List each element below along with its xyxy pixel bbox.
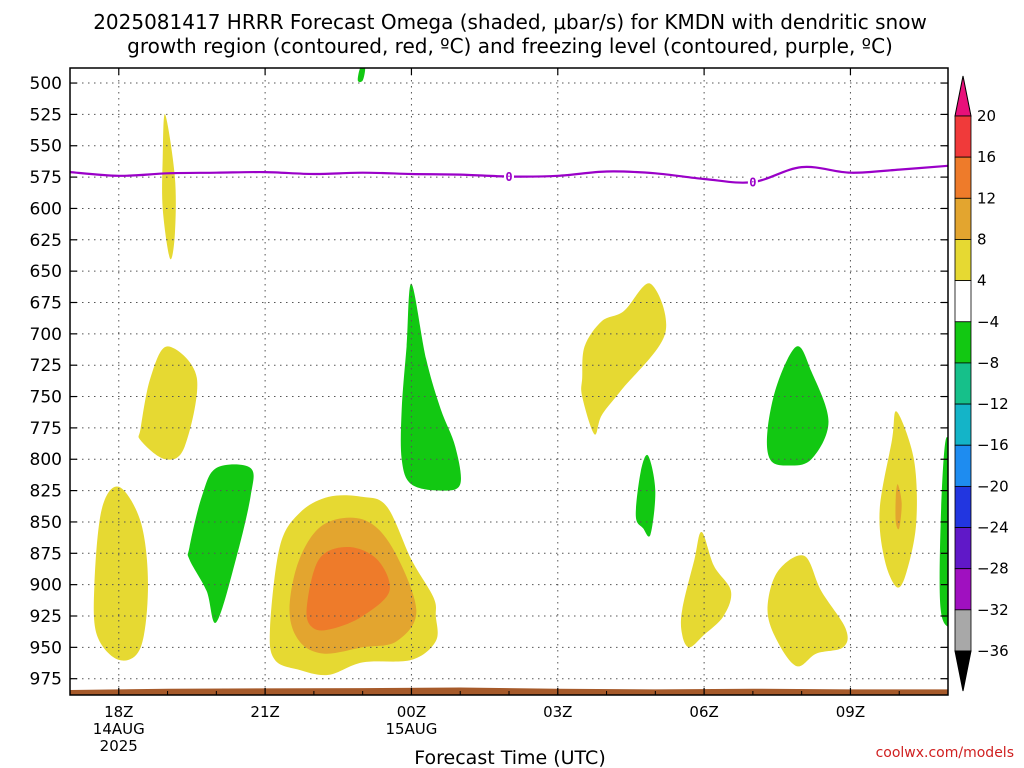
colorbar-over-arrow (954, 75, 972, 117)
colorbar-segment-6 (954, 362, 972, 405)
omega-region-10 (635, 454, 656, 537)
y-tick-label-875: 875 (30, 544, 62, 564)
y-tick-label-750: 750 (30, 388, 62, 408)
colorbar-segment-2 (954, 197, 972, 240)
omega-region-15 (895, 484, 902, 530)
colorbar-label-4: 4 (977, 272, 987, 290)
colorbar-label-7: −12 (977, 395, 1009, 413)
colorbar: 20 16 12 8 4 −4 −8 −12 −16 −20 −24 −28 −32 −36 (954, 75, 1009, 692)
x-tick-label-6-0: 00Z (397, 703, 426, 721)
chart-title-line2: growth region (contoured, red, ºC) and f… (127, 34, 893, 58)
colorbar-label-3: 8 (977, 230, 987, 248)
y-tick-label-850: 850 (30, 513, 62, 533)
y-tick-label-700: 700 (30, 325, 62, 345)
omega-region-12 (766, 346, 829, 466)
x-tick-label-12-0: 06Z (689, 703, 718, 721)
freezing-label-bg-1 (747, 175, 758, 190)
x-axis-label: Forecast Time (UTC) (414, 747, 605, 768)
colorbar-segment-3 (954, 239, 972, 282)
y-tick-label-775: 775 (30, 419, 62, 439)
omega-region-2 (138, 346, 198, 460)
y-tick-label-650: 650 (30, 262, 62, 282)
y-tick-label-825: 825 (30, 482, 62, 502)
y-tick-label-550: 550 (30, 137, 62, 157)
y-tick-label-500: 500 (30, 74, 62, 94)
x-tick-label-0-1: 14AUG (93, 720, 145, 738)
colorbar-label-13: −36 (977, 642, 1009, 660)
colorbar-segment-7 (954, 403, 972, 446)
colorbar-label-8: −16 (977, 436, 1009, 454)
colorbar-segment-12 (954, 609, 972, 652)
colorbar-segment-1 (954, 156, 972, 199)
y-tick-label-675: 675 (30, 293, 62, 313)
chart-title-line1: 2025081417 HRRR Forecast Omega (shaded, … (93, 10, 927, 34)
colorbar-segment-5 (954, 321, 972, 364)
omega-region-1 (357, 68, 366, 83)
y-tick-label-575: 575 (30, 168, 62, 188)
y-tick-label-625: 625 (30, 231, 62, 251)
credit-text: coolwx.com/models (876, 745, 1014, 761)
colorbar-label-2: 12 (977, 189, 996, 207)
omega-region-8 (400, 283, 461, 491)
y-tick-label-600: 600 (30, 199, 62, 219)
omega-region-4 (187, 464, 254, 623)
freezing-label-bg-0 (504, 169, 514, 184)
colorbar-segment-11 (954, 568, 972, 611)
x-tick-label-0-0: 18Z (104, 703, 133, 721)
colorbar-label-1: 16 (977, 148, 996, 166)
y-tick-label-800: 800 (30, 450, 62, 470)
colorbar-label-0: 20 (977, 107, 996, 125)
omega-region-7 (306, 547, 390, 631)
colorbar-label-9: −20 (977, 477, 1009, 495)
colorbar-segment-8 (954, 444, 972, 487)
colorbar-label-10: −24 (977, 519, 1009, 537)
colorbar-under-arrow (954, 650, 972, 692)
y-tick-label-725: 725 (30, 356, 62, 376)
omega-shading (93, 68, 948, 676)
freezing-level-label-1: 0 (749, 176, 756, 190)
colorbar-label-11: −28 (977, 560, 1009, 578)
omega-region-11 (680, 531, 732, 648)
colorbar-segment-9 (954, 485, 972, 528)
y-axis-ticks: 500 525 550 575 600 625 650 675 700 725 750 775 800 8… (30, 74, 948, 690)
x-tick-label-9-0: 03Z (543, 703, 572, 721)
y-tick-label-925: 925 (30, 607, 62, 627)
y-tick-label-950: 950 (30, 638, 62, 658)
colorbar-label-12: −32 (977, 601, 1009, 619)
freezing-level-label-0: 0 (505, 170, 512, 184)
x-tick-label-0-2: 2025 (100, 737, 138, 755)
omega-region-0 (162, 114, 176, 260)
colorbar-label-5: −4 (977, 313, 999, 331)
y-tick-label-900: 900 (30, 576, 62, 596)
colorbar-segment-0 (954, 115, 972, 158)
colorbar-label-6: −8 (977, 354, 999, 372)
omega-region-9 (581, 283, 667, 435)
omega-region-13 (767, 555, 848, 667)
y-tick-label-525: 525 (30, 105, 62, 125)
grid-lines (70, 68, 948, 695)
y-tick-label-975: 975 (30, 670, 62, 690)
omega-region-16 (939, 437, 948, 627)
x-tick-label-6-1: 15AUG (385, 720, 437, 738)
colorbar-segment-4 (954, 280, 972, 323)
x-tick-label-3-0: 21Z (250, 703, 279, 721)
omega-region-3 (93, 486, 148, 661)
colorbar-segment-10 (954, 527, 972, 570)
x-tick-label-15-0: 09Z (836, 703, 865, 721)
